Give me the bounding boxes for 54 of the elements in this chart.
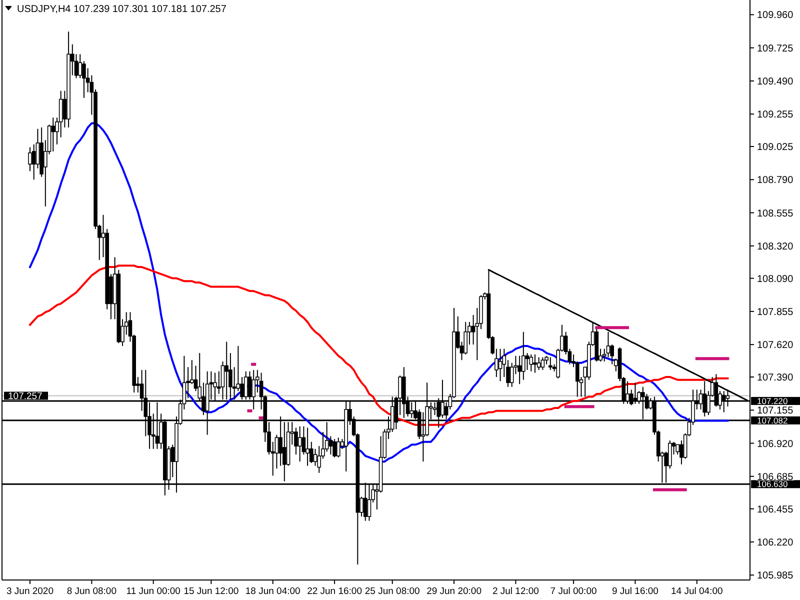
candlestick: [540, 356, 545, 370]
x-tick-label: 29 Jun 20:00: [426, 586, 482, 597]
y-tick-label: 109.255: [757, 110, 794, 121]
y-tick-label: 107.620: [757, 340, 794, 352]
candlestick: [548, 356, 552, 370]
candlestick: [606, 331, 610, 358]
y-tick-label: 108.320: [757, 241, 794, 252]
candlestick: [626, 380, 630, 404]
y-tick-label: 109.725: [757, 43, 794, 54]
ref-line-label: 107.220: [757, 396, 788, 406]
y-tick-label: 106.920: [757, 438, 794, 450]
candlestick: [533, 354, 537, 374]
ref-line-label: 107.257: [8, 391, 42, 402]
x-tick-label: 9 Jul 16:00: [612, 586, 658, 597]
y-tick-label: 109.490: [757, 76, 794, 88]
y-tick-label: 108.555: [757, 208, 794, 220]
y-tick-label: 105.985: [757, 570, 794, 582]
candlestick: [536, 356, 541, 370]
candlestick: [298, 426, 302, 462]
x-tick-label: 2 Jul 12:00: [492, 586, 539, 597]
candlestick: [498, 348, 502, 382]
x-tick-label: 25 Jun 08:00: [364, 586, 420, 597]
x-tick-label: 7 Jul 00:00: [550, 586, 597, 597]
x-tick-label: 15 Jun 12:00: [184, 586, 239, 597]
y-tick-label: 107.855: [757, 306, 794, 318]
x-tick-label: 18 Jun 04:00: [245, 586, 300, 597]
y-tick-label: 109.960: [757, 10, 794, 22]
x-tick-label: 11 Jun 00:00: [126, 586, 180, 597]
candlestick: [518, 355, 522, 385]
candlestick: [306, 427, 310, 466]
candlestick: [332, 438, 336, 458]
x-tick-label: 22 Jun 16:00: [307, 586, 362, 597]
y-tick-label: 108.090: [757, 274, 794, 285]
y-tick-label: 106.455: [757, 504, 794, 516]
ref-line-label: 107.082: [757, 415, 788, 426]
candlestick: [32, 144, 36, 180]
y-tick-label: 109.025: [757, 142, 794, 153]
y-tick-label: 107.390: [757, 372, 794, 384]
candlestick: [529, 354, 534, 372]
chart-title: USDJPY,H4 107.239 107.301 107.181 107.257: [17, 4, 227, 15]
candlestick: [522, 331, 526, 380]
candlestick: [328, 436, 333, 456]
candlestick: [51, 117, 56, 152]
x-tick-label: 8 Jun 08:00: [66, 586, 117, 597]
x-tick-label: 14 Jul 04:00: [671, 586, 723, 597]
candlestick: [28, 146, 32, 172]
y-tick-label: 108.790: [757, 175, 794, 186]
candlestick: [525, 352, 530, 370]
candlestick: [676, 444, 680, 456]
y-tick-label: 106.220: [757, 537, 794, 548]
x-tick-label: 3 Jun 2020: [6, 586, 54, 597]
candlestick: [336, 437, 340, 458]
y-tick-label: 107.155: [757, 406, 794, 417]
candlestick: [633, 382, 638, 404]
